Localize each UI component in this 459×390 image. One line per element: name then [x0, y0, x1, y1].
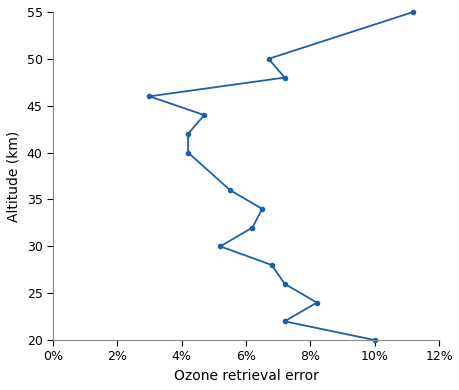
X-axis label: Ozone retrieval error: Ozone retrieval error: [173, 369, 318, 383]
Y-axis label: Altitude (km): Altitude (km): [7, 130, 21, 222]
